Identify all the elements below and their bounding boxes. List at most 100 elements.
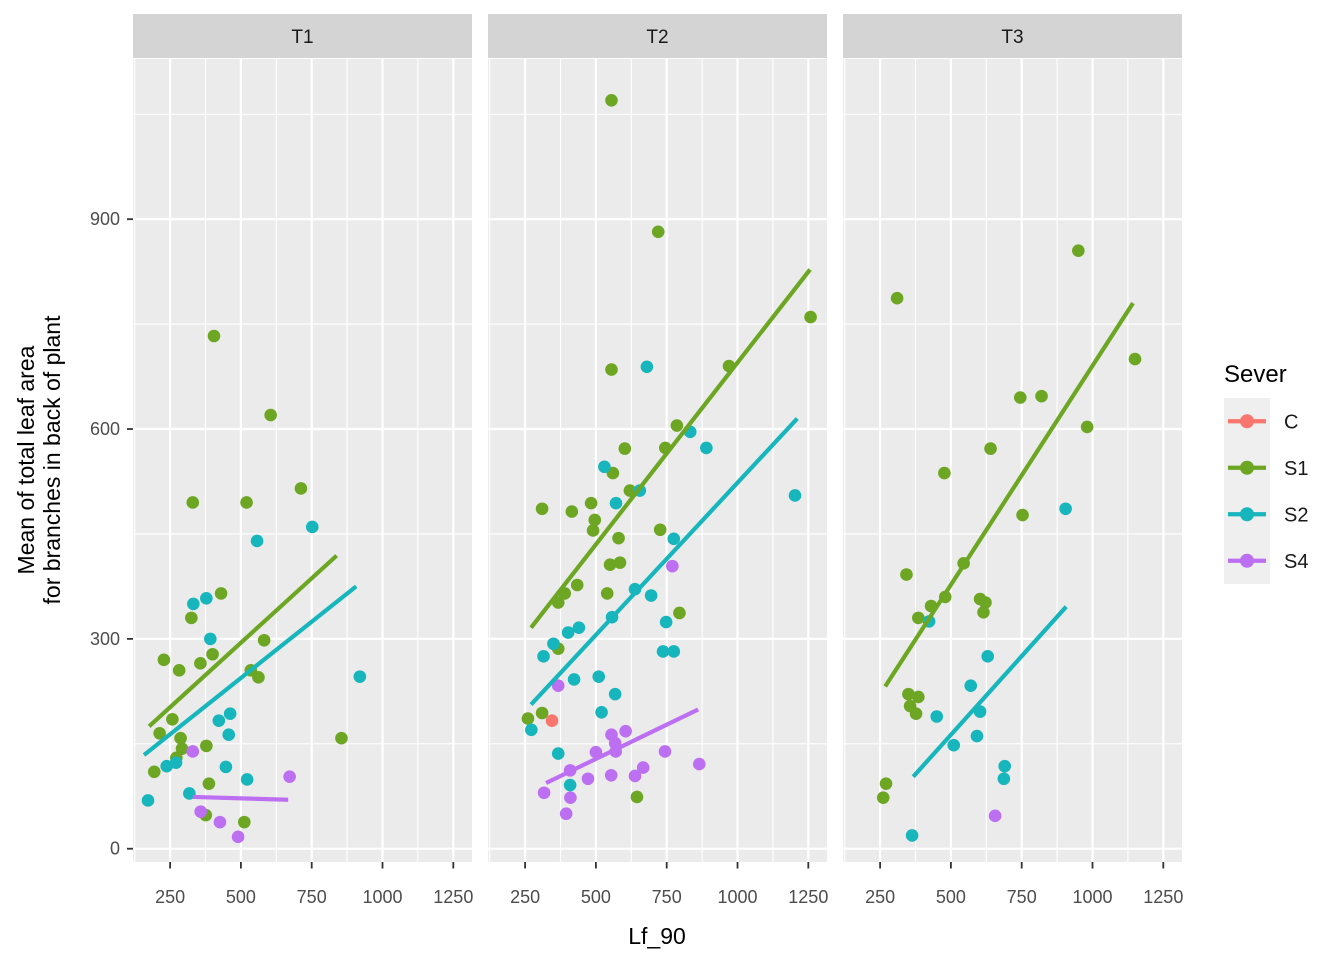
data-point-S1 [185,611,198,625]
data-point-S2 [667,532,681,546]
data-point-S2 [141,794,155,807]
x-tick-label: 1250 [788,887,828,907]
data-point-S1 [535,706,549,720]
data-point-S1 [804,310,817,324]
data-point-S1 [900,568,913,581]
legend-title: Sever [1224,361,1287,388]
x-tick-label: 500 [226,887,256,907]
legend-entry-S4: S4 [1224,537,1308,584]
legend-label-S2: S2 [1284,504,1308,526]
data-point-S2 [240,773,254,786]
x-tick-label: 750 [297,887,327,907]
data-point-S1 [200,739,213,753]
data-point-S2 [659,615,673,629]
data-point-S4 [692,757,706,771]
data-point-S2 [981,650,995,663]
x-axis-title: Lf_90 [628,923,686,949]
data-point-S1 [912,690,925,704]
data-point-S2 [609,496,623,510]
data-point-S2 [212,714,226,728]
data-point-S1 [1128,352,1142,366]
data-point-S4 [537,786,551,800]
panel-T1: T1 250 500 750 1000 1250 [133,14,473,907]
data-point-S2 [183,787,196,800]
data-point-S1 [673,606,686,620]
data-point-S2 [644,589,658,602]
data-point-S1 [565,505,579,518]
x-tick-label: 250 [510,887,540,907]
data-point-S1 [186,496,200,509]
data-point-S1 [653,523,667,537]
data-point-S2 [700,441,713,455]
x-tick-label: 250 [865,887,895,907]
data-point-S1 [605,363,618,376]
data-point-S2 [551,747,565,760]
data-point-S4 [666,559,679,573]
trend-lines-T3 [883,301,1135,779]
data-point-S1 [147,765,161,779]
data-point-S2 [537,650,550,663]
data-point-S4 [636,761,650,774]
facet-label-T1: T1 [291,27,313,48]
data-point-S1 [670,419,684,432]
y-tick-label: 0 [110,839,120,859]
facet-strip-T2 [488,14,827,58]
data-point-S1 [194,657,207,670]
data-point-S1 [605,93,618,107]
data-point-S2 [547,637,560,651]
y-tick-label: 300 [90,629,120,649]
data-point-S2 [592,670,606,683]
data-point-S2 [998,759,1012,773]
x-axis-T1: 250 500 750 1000 1250 [155,862,473,907]
panel-T2: T2 250 500 750 1000 1250 [488,14,828,907]
x-axis-T2: 250 500 750 1000 1250 [510,862,828,907]
x-tick-label: 250 [155,887,185,907]
y-axis-title-line-1: Mean of total leaf area [13,345,39,574]
x-tick-label: 1000 [717,887,757,907]
legend: Sever C S1 S2 S4 [1224,361,1308,584]
trend-line-T3-S2 [911,605,1068,779]
trend-line-T1-S1 [147,554,339,728]
legend-label-S1: S1 [1284,458,1308,480]
data-point-S2 [608,687,622,701]
facet-label-T3: T3 [1001,27,1023,48]
y-tick-label: 900 [90,209,120,229]
data-point-S1 [570,578,584,592]
x-tick-label: 500 [936,887,966,907]
data-point-S1 [977,605,990,619]
data-point-S1 [984,442,997,455]
legend-label-S4: S4 [1284,551,1308,573]
points-T2-S4 [537,559,706,821]
data-point-S1 [651,225,665,239]
data-point-S1 [588,513,602,527]
legend-label-C: C [1284,411,1298,433]
panel-background-T2 [488,59,827,862]
x-tick-label: 500 [581,887,611,907]
trend-lines-T1 [142,554,358,802]
legend-entry-S1: S1 [1224,444,1308,491]
data-point-S2 [250,534,264,548]
data-point-S1 [938,466,951,480]
legend-key-point-S2 [1240,507,1254,522]
trend-lines-T2 [529,268,812,785]
data-point-S1 [1080,420,1094,434]
data-point-S1 [175,742,189,755]
data-point-S2 [788,489,802,502]
data-point-S2 [947,738,961,752]
data-point-S2 [353,670,367,683]
data-point-S4 [283,770,296,783]
data-point-S4 [658,745,672,758]
y-axis: 0 300 600 900 [90,209,133,859]
data-point-S1 [207,329,221,343]
y-axis-title-line-2: for branches in back of plant [39,315,65,605]
data-point-S2 [640,360,654,374]
data-point-S4 [628,769,642,783]
data-point-S1 [876,791,890,804]
data-point-S1 [264,408,277,422]
data-point-S1 [600,587,614,600]
data-point-S2 [563,778,577,792]
data-point-S1 [174,731,187,745]
data-point-S1 [157,653,171,667]
data-point-S1 [206,647,219,661]
